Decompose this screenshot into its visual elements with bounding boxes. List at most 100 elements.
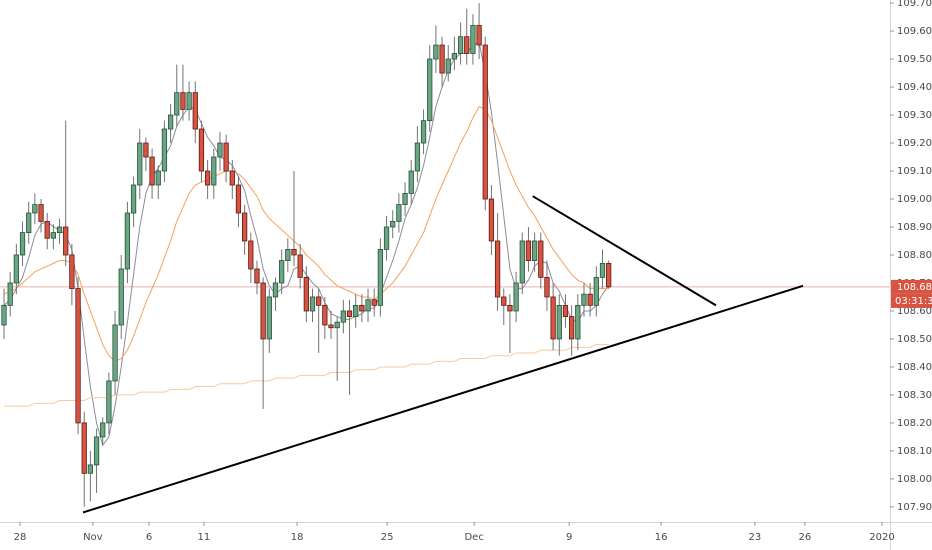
moving-average [3, 105, 609, 362]
candle-body [439, 44, 445, 74]
y-tick-label: 109.700 [897, 0, 932, 9]
candle-body [414, 142, 421, 172]
candle-body [562, 304, 569, 317]
candle-body [112, 324, 118, 382]
candle-body [383, 226, 390, 250]
x-tick-label: Dec [464, 532, 483, 543]
candle-body [87, 464, 94, 474]
candle-body [353, 304, 359, 317]
candle-body [198, 128, 205, 172]
candle-body [26, 212, 32, 233]
candle-body [118, 268, 124, 326]
x-tick-label: 6 [146, 532, 152, 543]
x-tick-label: 2020 [869, 532, 894, 543]
y-tick-label: 109.400 [897, 82, 932, 93]
candle-body [581, 293, 587, 306]
y-tick-label: 109.300 [897, 110, 932, 121]
y-tick-label: 109.100 [897, 166, 932, 177]
candle-body [507, 304, 513, 312]
candle-body [470, 25, 476, 54]
candle-body [433, 44, 439, 60]
candle-body [328, 324, 334, 329]
candle-body [155, 170, 161, 186]
candle-body [272, 282, 279, 298]
candle-body [32, 204, 38, 214]
candle-body [204, 170, 211, 186]
x-tick-label: 16 [655, 532, 668, 543]
candle-body [106, 380, 112, 424]
moving-average [4, 344, 609, 407]
y-tick-label: 109.000 [897, 194, 932, 205]
candle-body [180, 92, 186, 110]
candle-body [501, 296, 507, 306]
candle-body [130, 184, 137, 214]
candle-body [531, 240, 538, 261]
candle-body [359, 304, 365, 312]
candle-body [525, 240, 532, 261]
candle-body [322, 304, 328, 326]
candle-body [285, 248, 291, 261]
candle-body [488, 198, 495, 242]
candle-body [544, 276, 550, 298]
candle-body [593, 276, 599, 306]
candle-body [75, 288, 81, 424]
candle-body [100, 422, 106, 438]
candle-body [464, 36, 470, 54]
x-tick-label: 28 [14, 532, 27, 543]
candle-body [174, 92, 180, 116]
candle-body [457, 36, 464, 54]
candle-body [334, 321, 340, 329]
candle-body [390, 220, 396, 228]
countdown-box [891, 293, 932, 308]
y-tick-label: 108.200 [897, 418, 932, 429]
candle-body [248, 240, 254, 270]
candle-body [217, 142, 223, 158]
candle-body [266, 296, 272, 340]
last-price-box [891, 279, 932, 294]
y-tick-label: 108.600 [897, 306, 932, 317]
candle-body [445, 58, 451, 74]
candle-body [538, 240, 544, 278]
candle-body [513, 282, 519, 312]
y-tick-label: 108.000 [897, 474, 932, 485]
candle-body [587, 293, 593, 306]
candle-body [377, 248, 383, 306]
trendline [532, 195, 717, 307]
x-tick-label: 26 [798, 532, 811, 543]
candle-body [19, 232, 26, 256]
candle-body [599, 262, 606, 278]
y-tick-label: 107.900 [897, 502, 932, 513]
candle-body [63, 226, 69, 256]
candle-body [186, 92, 192, 110]
candle-body [254, 268, 260, 284]
candle-body [297, 254, 303, 278]
candle-body [211, 156, 217, 186]
candle-body [7, 282, 13, 306]
last-price-label: 108.686 [897, 282, 932, 293]
candle-body [316, 296, 322, 306]
candle-body [569, 316, 575, 340]
candle-body [93, 436, 100, 466]
candle-body [56, 226, 63, 233]
candle-body [291, 248, 297, 256]
candle-body [223, 142, 229, 172]
candle-body [44, 220, 50, 239]
candle-body [550, 296, 556, 340]
countdown-label: 03:31:34 [895, 296, 932, 307]
candle-body [451, 53, 458, 60]
candle-body [606, 262, 612, 288]
candle-body [575, 304, 581, 340]
candle-body [309, 296, 316, 312]
candle-body [161, 128, 168, 172]
candle-body [229, 170, 235, 186]
candle-body [420, 120, 427, 144]
candle-body [476, 25, 482, 46]
x-tick-label: 11 [198, 532, 211, 543]
y-tick-label: 108.400 [897, 362, 932, 373]
candle-body [340, 310, 346, 323]
candle-body [519, 240, 525, 284]
candle-body [402, 193, 408, 206]
candle-body [408, 170, 414, 194]
